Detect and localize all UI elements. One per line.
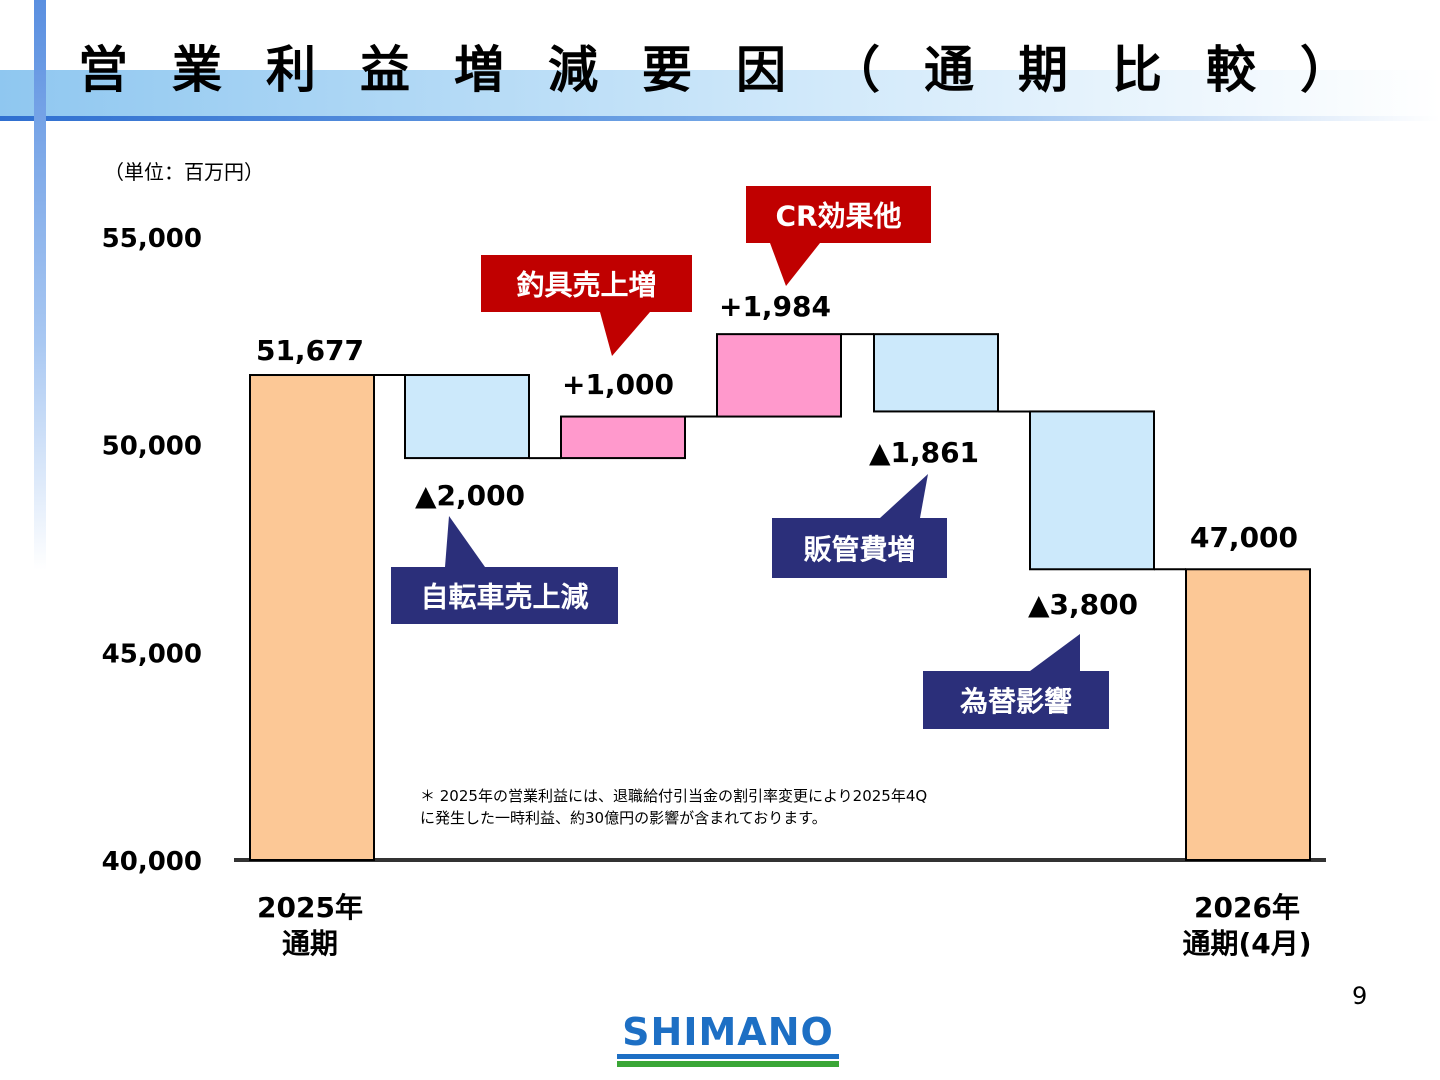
category-label: 2025年 (257, 891, 363, 924)
footnote-line-2: に発生した一時利益、約30億円の影響が含まれております。 (420, 809, 827, 827)
bar-total (1185, 568, 1311, 861)
waterfall-chart: 40,000 45,000 50,000 55,000 51,677 ▲2,000 +1,… (102, 186, 1326, 960)
bars-layer (249, 333, 1311, 861)
callout-label: 販管費増 (803, 533, 915, 566)
callout-pointer (1030, 634, 1080, 671)
callout-box (746, 186, 931, 243)
left-accent-bar (34, 0, 46, 570)
y-tick-label: 55,000 (102, 224, 202, 254)
logo-stripe-blue (617, 1054, 839, 1059)
callout-box (923, 671, 1109, 729)
y-tick-label: 45,000 (102, 639, 202, 669)
bar-decrease (873, 333, 999, 413)
value-label: 47,000 (1190, 521, 1298, 554)
title-underline (0, 116, 1440, 121)
bar-decrease (404, 374, 530, 460)
logo-text: SHIMANO (622, 1010, 834, 1054)
callout-pointer (880, 474, 928, 518)
category-label: 通期(4月) (1182, 927, 1311, 960)
callout-pointer (445, 516, 485, 567)
bar-increase (560, 415, 686, 460)
footnote-line-1: ＊ 2025年の営業利益には、退職給付引当金の割引率変更により2025年4Q (420, 787, 928, 805)
value-label: 51,677 (256, 334, 364, 367)
callout-label: 釣具売上増 (516, 269, 656, 302)
callout-box (772, 518, 947, 578)
bar-increase (716, 333, 842, 418)
category-label: 通期 (282, 927, 338, 960)
y-tick-label: 40,000 (102, 847, 202, 877)
logo-stripe-green (617, 1061, 839, 1067)
bar-decrease (1029, 410, 1155, 571)
value-label: ▲2,000 (415, 479, 525, 512)
page-title: 営業利益増減要因（通期比較） (78, 41, 1394, 99)
value-label: +1,000 (562, 368, 674, 401)
callout-label: 自転車売上減 (420, 581, 588, 614)
category-label: 2026年 (1194, 891, 1300, 924)
shimano-logo: SHIMANO (617, 1012, 839, 1067)
value-label: ▲1,861 (869, 436, 979, 469)
value-label: +1,984 (719, 290, 831, 323)
unit-label: （単位：百万円） (104, 160, 264, 184)
callout-box (481, 255, 692, 312)
labels-layer: 51,677 ▲2,000 +1,000 +1,984 ▲1,861 ▲3,800 47,0… (256, 290, 1312, 960)
callout-label: 為替影響 (960, 685, 1072, 718)
y-tick-label: 50,000 (102, 432, 202, 462)
callout-pointer (770, 243, 820, 286)
callout-pointer (600, 312, 650, 356)
title-band (0, 70, 1440, 118)
bar-total (249, 374, 375, 861)
axis-layer: 40,000 45,000 50,000 55,000 (102, 224, 1326, 877)
callout-box (391, 567, 618, 624)
page-number: 9 (1352, 982, 1368, 1010)
footnote: ＊ 2025年の営業利益には、退職給付引当金の割引率変更により2025年4Q に… (420, 785, 927, 829)
value-label: ▲3,800 (1028, 588, 1138, 621)
callout-label: CR効果他 (775, 200, 901, 233)
